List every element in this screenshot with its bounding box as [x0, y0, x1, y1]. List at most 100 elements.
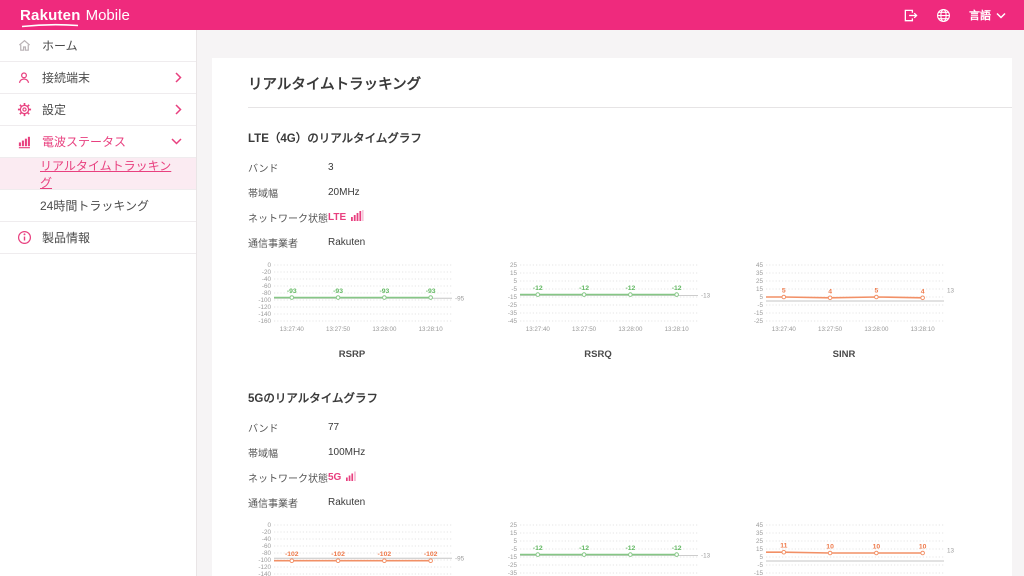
page-title: リアルタイムトラッキング [248, 77, 422, 93]
svg-text:-20: -20 [262, 269, 272, 276]
language-label: 言語 [969, 10, 991, 22]
rakuten-mobile-logo[interactable]: Rakuten Mobile [20, 7, 130, 27]
svg-text:-12: -12 [533, 285, 543, 292]
svg-text:13:28:10: 13:28:10 [911, 326, 936, 333]
field-network-status: ネットワーク状態 5G [248, 468, 978, 486]
svg-text:-13: -13 [701, 552, 711, 559]
svg-text:15: 15 [510, 270, 518, 277]
svg-text:10: 10 [826, 544, 834, 551]
svg-text:13:27:50: 13:27:50 [572, 326, 597, 333]
svg-text:-40: -40 [262, 536, 272, 543]
svg-text:-102: -102 [331, 551, 345, 558]
svg-text:-13: -13 [701, 292, 711, 299]
svg-text:-93: -93 [426, 288, 436, 295]
person-icon [16, 70, 32, 86]
sidebar-item-product-info[interactable]: 製品情報 [0, 222, 196, 254]
app-header: Rakuten Mobile 言語 [0, 0, 1024, 30]
svg-text:11: 11 [780, 543, 787, 550]
sidebar-item-settings[interactable]: 設定 [0, 94, 196, 126]
svg-text:-93: -93 [333, 288, 343, 295]
svg-text:-100: -100 [258, 557, 271, 564]
lte-section: LTE（4G）のリアルタイムグラフ バンド 3 帯域幅 20MHz ネットワーク… [248, 130, 978, 360]
chevron-right-icon [175, 72, 182, 83]
svg-text:-12: -12 [579, 545, 589, 552]
field-carrier: 通信事業者 Rakuten [248, 496, 366, 510]
language-selector[interactable]: 言語 [969, 7, 1006, 23]
svg-text:13:27:50: 13:27:50 [326, 326, 351, 333]
svg-text:-40: -40 [262, 276, 272, 283]
svg-text:-15: -15 [754, 310, 764, 317]
globe-icon[interactable] [936, 8, 951, 23]
svg-text:-20: -20 [262, 529, 272, 536]
svg-text:25: 25 [756, 538, 764, 545]
svg-text:-15: -15 [508, 554, 518, 561]
field-band: バンド 3 [248, 161, 334, 175]
signal-bars-icon [346, 468, 357, 486]
sidebar-item-home[interactable]: ホーム [0, 30, 196, 62]
svg-text:-102: -102 [378, 551, 392, 558]
svg-text:-12: -12 [625, 285, 635, 292]
chevron-down-icon [171, 138, 182, 145]
svg-text:-160: -160 [258, 318, 271, 325]
field-carrier: 通信事業者 Rakuten [248, 236, 366, 250]
svg-text:25: 25 [510, 522, 518, 529]
5g-charts-row: 0-20-40-60-80-100-120-140-160-10213:27:4… [248, 521, 978, 576]
svg-text:45: 45 [756, 262, 764, 269]
svg-text:4: 4 [921, 288, 925, 295]
lte-sinr-chart: 45 35 25 15 5 -5 -15 -25 5 13:27:40 4 13:27:50 5 13:2… [753, 262, 955, 360]
logout-icon[interactable] [903, 8, 918, 23]
main-content: リアルタイムトラッキング LTE（4G）のリアルタイムグラフ バンド 3 帯域幅… [198, 30, 1024, 576]
svg-text:25: 25 [756, 278, 764, 285]
svg-text:-102: -102 [285, 551, 299, 558]
svg-text:-12: -12 [625, 545, 635, 552]
svg-text:13: 13 [947, 548, 955, 555]
svg-text:-5: -5 [511, 546, 517, 553]
svg-text:5: 5 [782, 288, 786, 295]
chevron-down-icon [996, 12, 1006, 19]
svg-text:15: 15 [756, 286, 764, 293]
signal-bars-icon [351, 208, 364, 226]
svg-text:13:28:10: 13:28:10 [665, 326, 690, 333]
svg-text:15: 15 [756, 546, 764, 553]
svg-text:-95: -95 [455, 555, 465, 562]
svg-text:-12: -12 [672, 285, 682, 292]
svg-text:-140: -140 [258, 571, 271, 576]
brand-bold: Rakuten [20, 7, 81, 27]
5g-section: 5Gのリアルタイムグラフ バンド 77 帯域幅 100MHz ネットワーク状態 … [248, 390, 978, 576]
svg-text:15: 15 [510, 530, 518, 537]
svg-text:13:28:10: 13:28:10 [419, 326, 444, 333]
content-card: リアルタイムトラッキング LTE（4G）のリアルタイムグラフ バンド 3 帯域幅… [212, 58, 1012, 576]
svg-text:-35: -35 [508, 570, 518, 576]
sidebar-item-signal-status[interactable]: 電波ステータス [0, 126, 196, 158]
svg-text:-93: -93 [379, 288, 389, 295]
svg-text:-60: -60 [262, 283, 272, 290]
svg-text:45: 45 [756, 522, 764, 529]
logo-swoosh [21, 23, 79, 27]
sidebar-item-24h-tracking[interactable]: 24時間トラッキング [0, 190, 196, 222]
field-bandwidth: 帯域幅 20MHz [248, 186, 360, 200]
svg-text:-25: -25 [508, 302, 518, 309]
svg-text:-12: -12 [579, 285, 589, 292]
svg-text:-140: -140 [258, 311, 271, 318]
svg-text:-80: -80 [262, 290, 272, 297]
gear-icon [16, 102, 32, 118]
sidebar-item-connected-devices[interactable]: 接続端末 [0, 62, 196, 94]
svg-text:0: 0 [267, 522, 271, 529]
5g-rsrq-chart: 25155-5-15-25-35-45-1213:27:40-1213:27:5… [494, 521, 732, 576]
svg-text:-60: -60 [262, 543, 272, 550]
svg-text:-102: -102 [424, 551, 438, 558]
5g-rsrp-chart: 0-20-40-60-80-100-120-140-160-10213:27:4… [248, 521, 486, 576]
svg-text:10: 10 [919, 544, 927, 551]
svg-text:5: 5 [513, 278, 517, 285]
svg-text:35: 35 [756, 270, 764, 277]
sidebar-item-realtime-tracking[interactable]: リアルタイムトラッキング [0, 158, 196, 190]
lte-rsrq-chart: 25 15 5 -5 -15 -25 -35 -45 -12 13:27:40 -12 13:27:5… [507, 262, 711, 360]
svg-text:13:27:40: 13:27:40 [772, 326, 797, 333]
sidebar: ホーム 接続端末 設定 電波ステータス リアルタイムトラッキング 24時間トラッ… [0, 30, 197, 576]
bar-chart-icon [16, 134, 32, 150]
lte-section-heading: LTE（4G）のリアルタイムグラフ [248, 133, 422, 145]
field-bandwidth: 帯域幅 100MHz [248, 446, 366, 460]
svg-text:-95: -95 [455, 295, 465, 302]
svg-text:5: 5 [759, 554, 763, 561]
svg-text:-100: -100 [258, 297, 271, 304]
